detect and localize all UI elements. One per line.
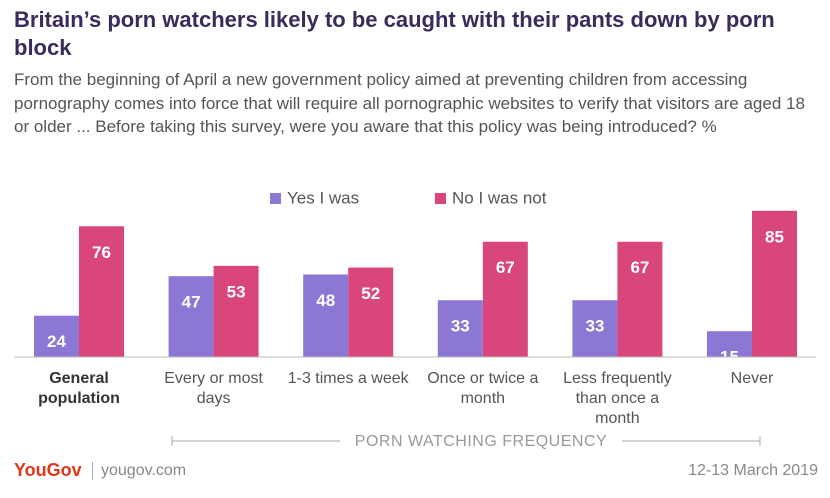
x-tick-label: 1-3 times a week	[287, 370, 409, 387]
legend-swatch	[270, 193, 281, 204]
bar	[572, 300, 618, 357]
chart-title: Britain’s porn watchers likely to be cau…	[14, 7, 775, 60]
legend-label: Yes I was	[287, 188, 359, 207]
chart-subtitle: From the beginning of April a new govern…	[14, 70, 805, 136]
x-tick-label: General population	[38, 370, 120, 407]
bar	[303, 274, 349, 357]
value-label: 67	[496, 258, 515, 277]
bar	[437, 300, 483, 357]
value-label: 24	[47, 332, 66, 351]
value-label: 53	[227, 282, 246, 301]
legend-label: No I was not	[452, 188, 547, 207]
value-label: 47	[182, 293, 201, 312]
x-tick-label: Never	[730, 370, 774, 387]
value-label: 85	[765, 227, 784, 246]
value-label: 48	[316, 291, 335, 310]
bar	[168, 276, 214, 357]
x-tick-label: Every or most days	[164, 370, 263, 407]
value-label: 33	[451, 317, 470, 336]
date: 12-13 March 2019	[688, 462, 818, 479]
bar	[752, 210, 797, 357]
bar	[213, 265, 259, 357]
bar	[34, 315, 79, 357]
value-label: 67	[630, 258, 649, 277]
bar	[79, 226, 124, 357]
legend-swatch	[435, 193, 446, 204]
bar	[348, 267, 394, 357]
x-tick-label: Once or twice a month	[427, 370, 539, 407]
brand: YouGov	[14, 460, 82, 480]
value-label: 33	[585, 317, 604, 336]
x-axis-title: PORN WATCHING FREQUENCY	[355, 433, 607, 450]
website: yougov.com	[92, 462, 186, 480]
bar	[617, 241, 663, 357]
x-tick-label: Less frequently than once a month	[563, 370, 672, 427]
value-label: 52	[361, 284, 380, 303]
bar	[482, 241, 528, 357]
bar	[707, 331, 752, 357]
value-label: 76	[92, 243, 111, 262]
